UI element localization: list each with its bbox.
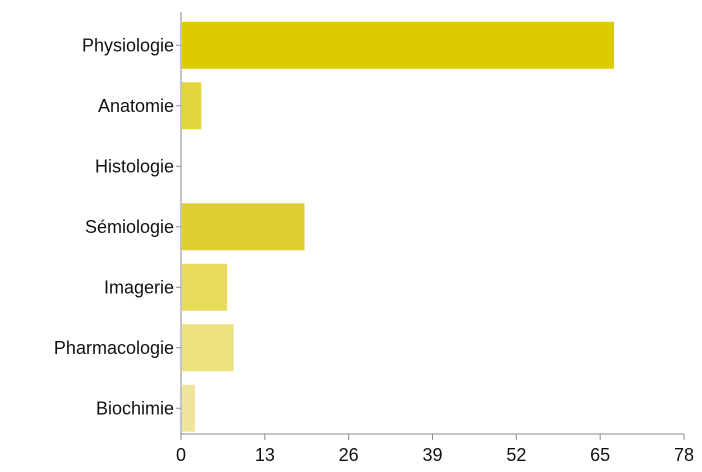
x-tick-label-13: 13 — [255, 445, 275, 465]
x-tick-label-0: 0 — [176, 445, 186, 465]
x-tick-label-26: 26 — [339, 445, 359, 465]
labels-layer: Physiologie Anatomie Histologie Sémiologie I… — [54, 35, 694, 465]
x-tick-label-52: 52 — [506, 445, 526, 465]
bar-biochimie — [182, 384, 195, 432]
x-tick-label-78: 78 — [674, 445, 694, 465]
y-tick-label-physiologie: Physiologie — [82, 35, 174, 55]
y-tick-label-imagerie: Imagerie — [104, 277, 174, 297]
y-tick-label-anatomie: Anatomie — [98, 96, 174, 116]
y-tick-label-pharmacologie: Pharmacologie — [54, 338, 174, 358]
x-tick-label-65: 65 — [590, 445, 610, 465]
bars-layer — [182, 21, 615, 432]
y-tick-label-biochimie: Biochimie — [96, 398, 174, 418]
bar-anatomie — [182, 82, 202, 130]
y-tick-label-semiologie: Sémiologie — [85, 217, 174, 237]
bar-semiologie — [182, 203, 305, 251]
y-tick-label-histologie: Histologie — [95, 156, 174, 176]
bar-imagerie — [182, 263, 228, 311]
x-tick-label-39: 39 — [422, 445, 442, 465]
bar-physiologie — [182, 21, 615, 69]
bar-pharmacologie — [182, 324, 234, 372]
axis-layer — [176, 12, 685, 440]
